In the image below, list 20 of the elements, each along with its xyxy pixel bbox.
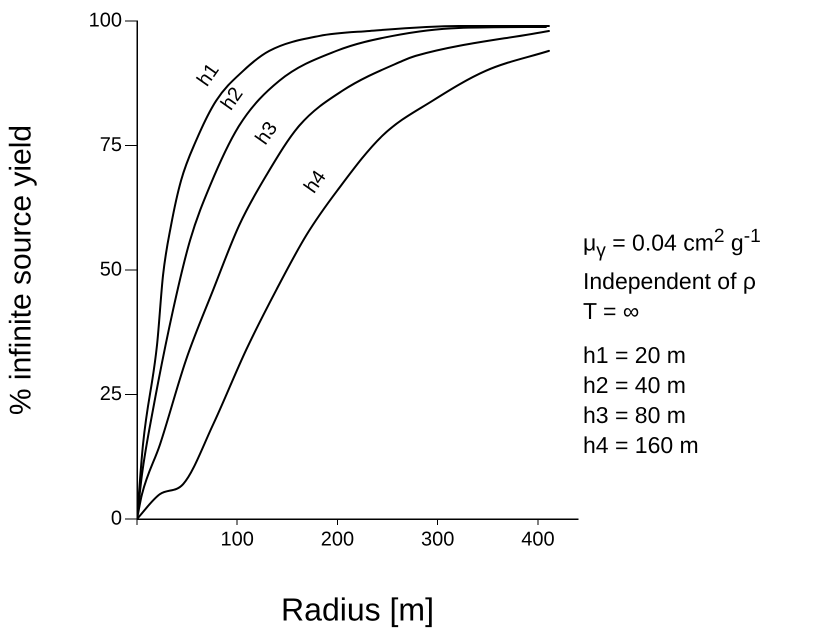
text: h2 = 40 m [583,371,687,400]
x-tick-label: 100 [220,528,254,551]
y-tick-label: 0 [110,508,122,530]
text: h3 [251,118,282,149]
text: Independent of ρ [583,267,757,296]
y-tick-label: 100 [88,10,122,32]
text: T = ∞ [583,297,640,326]
text: h4 = 160 m [583,431,700,460]
y-tick-label: 75 [100,134,122,156]
y-axis-title: % infinite source yield [4,124,38,416]
text: h3 = 80 m [583,401,687,430]
text: h1 = 20 m [583,341,687,370]
x-tick-label: 200 [320,528,354,551]
y-tick-label: 25 [100,383,122,406]
text: h4 [300,166,331,198]
x-tick-label: 400 [521,528,555,551]
x-tick-label: 300 [420,528,454,551]
text: μ$_{γ}$ = 0.04 cm$^{2}$ g$^{-1}$ [583,225,761,264]
y-tick-label: 50 [100,258,122,281]
x-axis-title: Radius [m] [281,592,434,628]
